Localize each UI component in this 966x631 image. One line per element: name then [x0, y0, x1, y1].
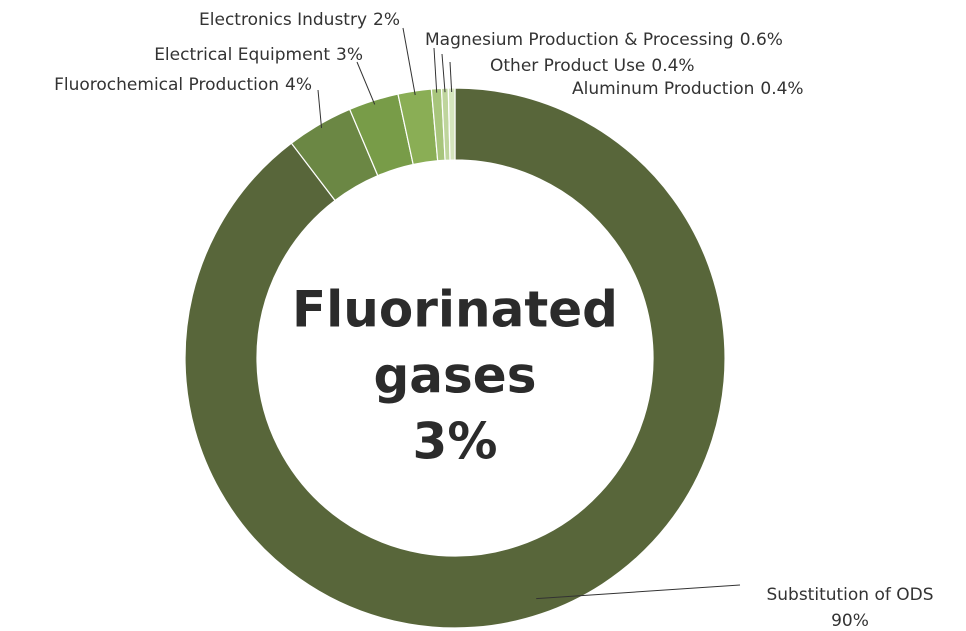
leader-line: [536, 584, 741, 600]
slice-name: Electrical Equipment: [154, 45, 330, 65]
donut-slice: [184, 87, 726, 629]
center-label: 3%: [413, 413, 498, 471]
center-label: Fluorinated: [292, 281, 618, 339]
slice-name: Electronics Industry: [199, 10, 367, 30]
leader-line: [402, 27, 416, 96]
leader-line: [441, 53, 446, 93]
leader-line: [356, 61, 376, 105]
slice-label: Fluorochemical Production 4%: [54, 75, 312, 95]
center-label: gases: [374, 347, 537, 405]
slice-value-label: 0.6%: [740, 30, 783, 50]
leader-line: [449, 61, 453, 93]
slice-name: Magnesium Production & Processing: [425, 30, 734, 50]
leader-line: [317, 89, 323, 128]
slice-label: Electronics Industry 2%: [199, 10, 400, 30]
leader-line: [433, 47, 438, 93]
slice-label: Magnesium Production & Processing 0.6%: [425, 30, 783, 50]
slice-value-label: 4%: [285, 75, 312, 95]
slice-name: Fluorochemical Production: [54, 75, 279, 95]
slice-value-label: 90%: [831, 611, 869, 631]
slice-value-label: 0.4%: [760, 79, 803, 99]
slice-name: Aluminum Production: [572, 79, 754, 99]
slice-label: Other Product Use 0.4%: [490, 56, 695, 76]
slice-value-label: 0.4%: [651, 56, 694, 76]
donut-slice: [447, 87, 456, 161]
slice-value-label: 2%: [373, 10, 400, 30]
slice-label: Aluminum Production 0.4%: [572, 79, 804, 99]
slice-name: Other Product Use: [490, 56, 645, 76]
slice-label: Electrical Equipment 3%: [154, 45, 363, 65]
slice-label: Substitution of ODS: [766, 585, 933, 605]
slice-value-label: 3%: [336, 45, 363, 65]
